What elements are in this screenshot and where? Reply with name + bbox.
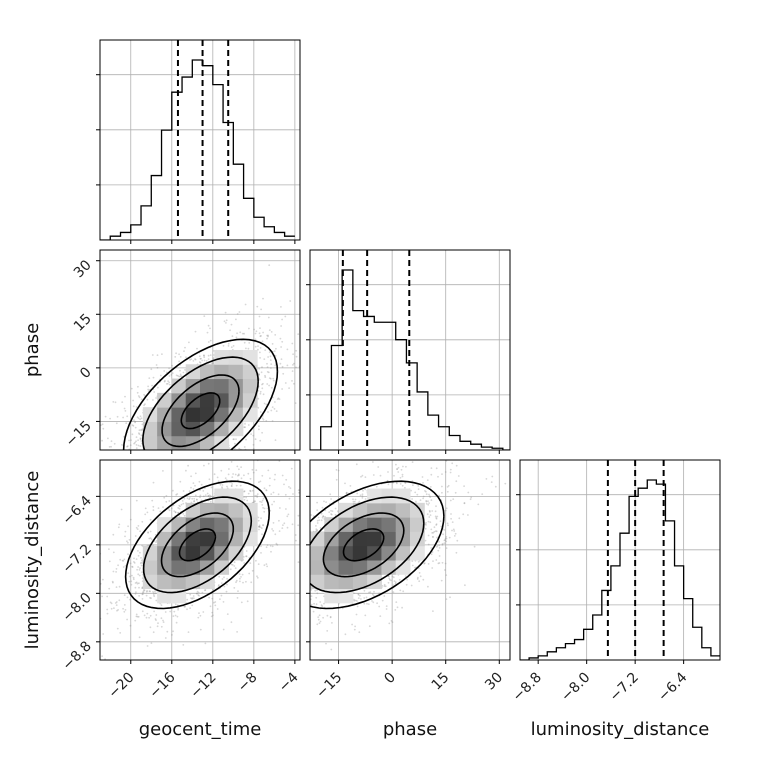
contour-line — [178, 528, 217, 562]
contour-line — [310, 496, 425, 594]
contour-line — [124, 480, 270, 610]
y-tick-label: −8.0 — [59, 590, 94, 625]
x-tick-label: −7.2 — [607, 670, 642, 705]
y-tick-label: −8.8 — [59, 638, 94, 673]
panel-geocent_time-geocent_time — [96, 39, 301, 244]
y-tick-label: 30 — [71, 257, 95, 281]
contour-line — [141, 356, 259, 450]
x-tick-label: 30 — [482, 670, 506, 694]
histogram-luminosity_distance — [520, 479, 720, 660]
x-tick-label: −8.0 — [558, 670, 593, 705]
x-tick-label: −8.8 — [510, 670, 545, 705]
x-tick-label: −4 — [276, 669, 302, 695]
x-tick-label: 0 — [381, 670, 399, 688]
density-bins — [142, 350, 258, 450]
panel-frame — [309, 249, 511, 451]
x-axis-label-geocent_time: geocent_time — [139, 719, 262, 740]
contour-line — [310, 480, 445, 610]
panel-phase-phase — [306, 249, 511, 454]
contour-line — [180, 392, 221, 430]
y-tick-label: −7.2 — [59, 541, 94, 576]
panel-geocent_time-luminosity_distance: −8.8 −8.0 −7.2 −6.4 −20 −16 −12 −8 −4 — [59, 459, 302, 702]
x-tick-label: −16 — [146, 669, 178, 701]
contour-line — [142, 496, 253, 594]
contour-line — [322, 512, 405, 578]
panel-luminosity_distance-luminosity_distance: −8.8 −8.0 −7.2 −6.4 — [510, 459, 721, 705]
panel-frame — [309, 459, 511, 661]
y-axis-label-luminosity_distance: luminosity_distance — [22, 471, 43, 650]
contour-line — [161, 374, 240, 448]
y-tick-label: −15 — [63, 418, 95, 450]
x-tick-label: −8 — [235, 670, 261, 696]
panel-geocent_time-phase: −15 0 15 30 — [63, 249, 301, 454]
x-tick-label: 15 — [429, 670, 453, 694]
y-tick-label: −6.4 — [59, 493, 94, 528]
y-tick-label: 15 — [71, 311, 95, 335]
x-axis-label-phase: phase — [383, 719, 437, 740]
panel-frame — [99, 459, 301, 661]
x-tick-label: −12 — [187, 670, 219, 702]
histogram-geocent_time — [100, 59, 295, 240]
contour-line — [342, 528, 385, 562]
x-axis-label-luminosity_distance: luminosity_distance — [531, 719, 710, 740]
contour-line — [160, 512, 235, 578]
y-tick-label: 0 — [77, 364, 95, 382]
x-tick-label: −15 — [313, 670, 345, 702]
density-bins — [142, 488, 258, 604]
panel-frame — [519, 459, 721, 661]
panel-phase-luminosity_distance: −15 0 15 30 — [306, 459, 511, 702]
panel-frame — [99, 39, 301, 241]
y-axis-label-phase: phase — [22, 323, 43, 377]
x-tick-label: −6.4 — [655, 669, 690, 704]
contour-line — [122, 338, 279, 450]
panel-frame — [99, 249, 301, 451]
x-tick-label: −20 — [105, 670, 137, 702]
